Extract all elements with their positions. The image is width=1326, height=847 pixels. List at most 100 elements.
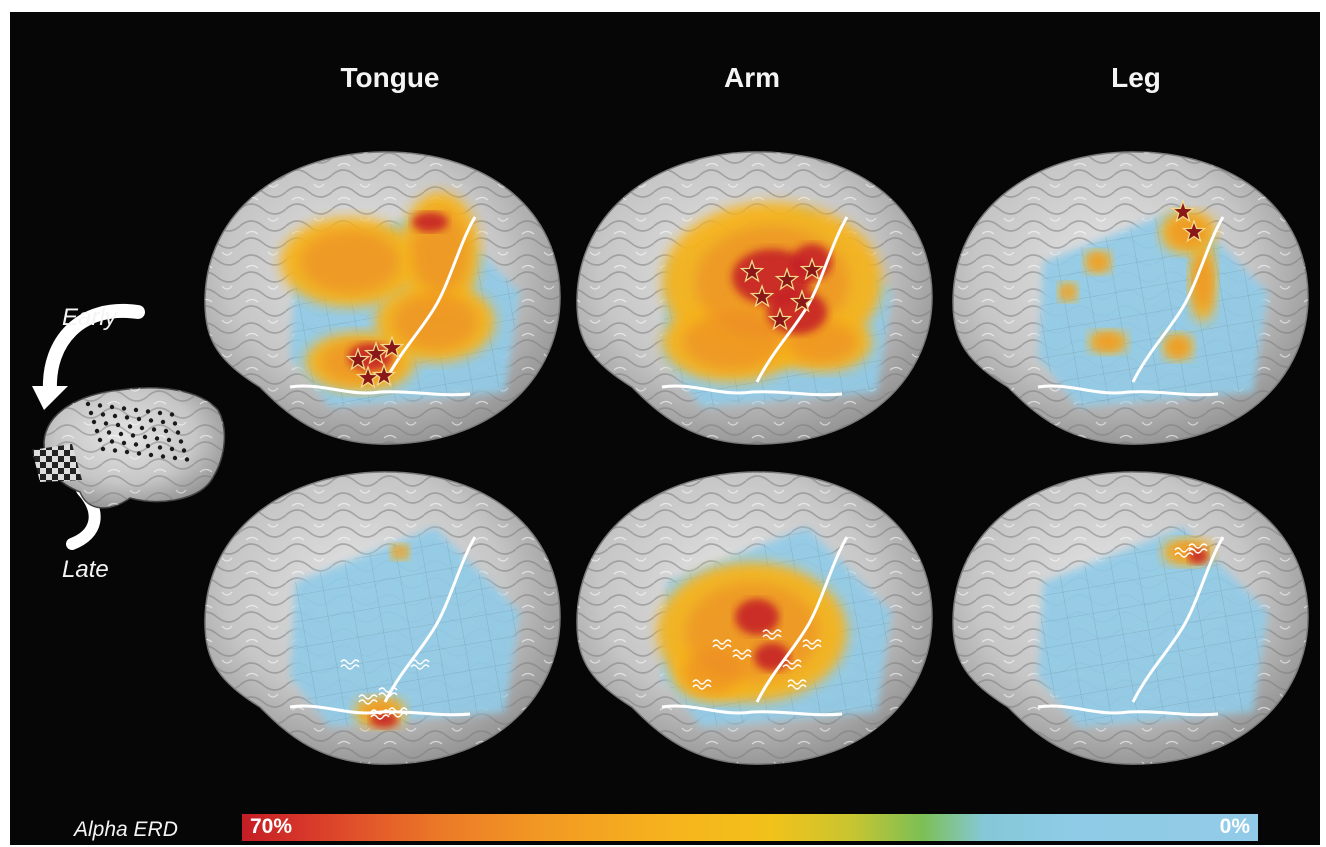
electrode-dot: [124, 449, 130, 455]
inset-brain-diagram: [32, 303, 226, 550]
electrode-dot: [166, 437, 172, 443]
electrode-dot: [160, 454, 166, 459]
star-marker: [799, 257, 825, 281]
electrode-dot: [109, 439, 115, 444]
electrode-dot: [181, 448, 187, 453]
star-marker: [774, 267, 800, 291]
activation-blob-core: [1061, 285, 1075, 299]
star-marker: [363, 341, 389, 365]
star-marker: [379, 335, 405, 359]
brain-panel: [576, 471, 933, 765]
wave-marker: [732, 649, 752, 660]
wave-marker: [1174, 547, 1194, 558]
electrode-dot: [151, 427, 157, 432]
electrode-dot: [133, 442, 139, 447]
electrode-dot: [184, 457, 190, 462]
electrode-dot: [160, 419, 166, 425]
electrode-dot: [169, 446, 175, 452]
activation-hotspot: [735, 599, 779, 635]
sylvian-fissure-line: [1037, 704, 1219, 717]
wave-marker: [787, 679, 807, 690]
electrode-dot: [142, 434, 148, 440]
electrode-dot: [106, 430, 112, 435]
activation-blob-core: [1094, 333, 1122, 351]
activation-blob-core: [683, 314, 781, 370]
wave-marker: [340, 659, 360, 670]
electrode-dot: [109, 404, 115, 410]
electrode-dot: [100, 412, 106, 417]
sylvian-fissure-line: [661, 704, 843, 717]
electrode-dot: [145, 409, 151, 414]
brain-panel: [952, 151, 1309, 445]
star-marker: [371, 363, 397, 387]
colorbar-max-label: 70%: [250, 815, 293, 838]
electrode-dot: [100, 446, 106, 452]
electrode-dot: [112, 413, 118, 419]
electrode-dot: [148, 418, 154, 423]
brain-panel: [952, 471, 1309, 765]
activation-blob-core: [393, 294, 477, 350]
electrode-dot: [133, 407, 139, 413]
row-label-late: Late: [62, 556, 109, 583]
star-marker: [749, 284, 775, 308]
electrode-dot: [136, 416, 142, 422]
column-title-arm: Arm: [723, 62, 781, 93]
colorbar-label: Alpha ERD: [74, 818, 178, 841]
brain-panel: [576, 151, 933, 445]
electrode-dot: [169, 412, 175, 417]
activation-blob-core: [393, 546, 407, 558]
sylvian-fissure-line: [661, 384, 843, 397]
sylvian-fissure-line: [289, 384, 471, 397]
electrode-dot: [178, 439, 184, 444]
panels-layer: [204, 151, 1309, 765]
activation-blob-core: [1193, 254, 1213, 310]
activation-hotspot: [412, 212, 448, 232]
star-marker: [1170, 199, 1196, 223]
wave-marker: [1188, 543, 1208, 554]
early-arrow: [42, 303, 145, 397]
electrode-dot: [88, 410, 94, 416]
column-title-leg: Leg: [1111, 62, 1161, 93]
colorbar: 70% 0%: [242, 814, 1258, 841]
activation-blob-core: [301, 230, 399, 294]
colorbar-min-label: 0%: [1219, 815, 1250, 838]
star-marker: [767, 307, 793, 331]
activation-blob-core: [684, 651, 740, 693]
electrode-dot: [91, 419, 97, 425]
early-arrowhead: [32, 386, 68, 410]
electrode-dot: [103, 421, 109, 426]
electrode-dot: [157, 410, 163, 416]
wave-marker: [410, 659, 430, 670]
electrode-dot: [127, 424, 133, 429]
sylvian-fissure-line: [289, 704, 471, 717]
electrode-dot: [163, 428, 169, 434]
electrode-dot: [157, 445, 163, 450]
electrode-dot: [139, 425, 145, 431]
wave-marker: [782, 659, 802, 670]
central-sulcus-line: [755, 536, 849, 703]
electrode-grid-dots: [85, 401, 190, 462]
wave-marker: [358, 694, 378, 705]
electrode-dot: [97, 437, 103, 443]
electrode-dot: [172, 455, 178, 461]
electrode-dot: [94, 428, 100, 434]
sylvian-fissure-line: [1037, 384, 1219, 397]
wave-marker: [692, 679, 712, 690]
electrode-dot: [118, 431, 124, 437]
activation-hotspot: [1188, 548, 1208, 564]
inset-checker-patch: [32, 444, 82, 482]
electrode-dot: [145, 443, 151, 449]
central-sulcus-line: [383, 216, 477, 383]
central-sulcus-line: [383, 536, 477, 703]
wave-marker: [802, 639, 822, 650]
wave-marker: [370, 709, 390, 720]
electrode-dot: [85, 401, 91, 407]
star-marker: [789, 289, 815, 313]
star-marker: [1181, 219, 1207, 243]
electrode-dot: [112, 448, 118, 453]
electrode-dot: [175, 430, 181, 435]
wave-marker: [378, 687, 398, 698]
grid-lines: [290, 527, 520, 727]
figure: Tongue Arm Leg Early Late Alpha ERD 70% …: [10, 12, 1320, 845]
row-label-early: Early: [62, 304, 117, 331]
